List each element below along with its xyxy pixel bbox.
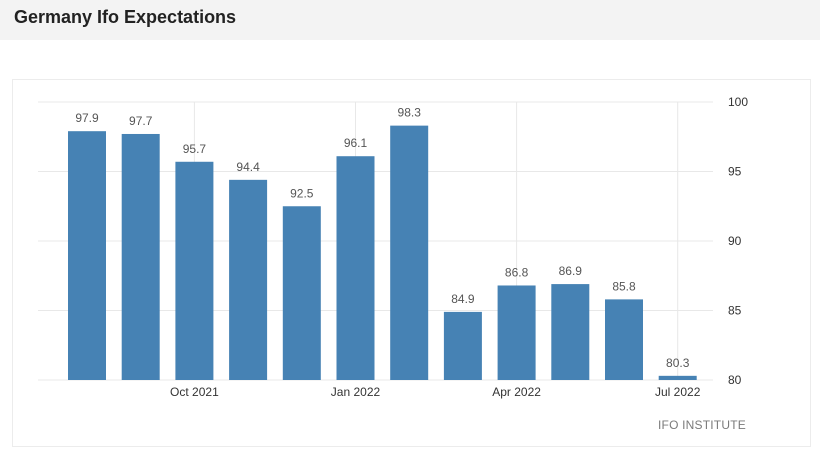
bar[interactable] (443, 311, 482, 380)
bar[interactable] (282, 206, 321, 380)
page-title: Germany Ifo Expectations (14, 7, 237, 27)
bar-value-label: 86.8 (505, 265, 529, 279)
bar-value-label: 97.7 (129, 114, 153, 128)
bar[interactable] (336, 156, 375, 380)
y-tick-label: 85 (728, 304, 742, 318)
bar[interactable] (229, 179, 268, 380)
bar-value-label: 97.9 (75, 111, 99, 125)
x-tick-label: Oct 2021 (170, 385, 219, 399)
bar[interactable] (605, 299, 643, 380)
bar-value-label: 84.9 (451, 292, 475, 306)
x-tick-label: Jan 2022 (331, 385, 381, 399)
bar-value-label: 85.8 (612, 279, 636, 293)
bar[interactable] (658, 375, 697, 380)
y-tick-label: 95 (728, 165, 742, 179)
source-label: IFO INSTITUTE (658, 418, 746, 432)
x-tick-label: Jul 2022 (655, 385, 701, 399)
y-tick-label: 100 (728, 95, 748, 109)
bar-value-label: 80.3 (666, 356, 690, 370)
bar[interactable] (68, 131, 106, 380)
bar-value-label: 86.9 (559, 264, 583, 278)
bar[interactable] (551, 284, 590, 380)
bar-value-label: 94.4 (236, 160, 260, 174)
bar-value-label: 95.7 (183, 142, 207, 156)
y-axis: 80 85 90 95 100 (728, 95, 748, 387)
bar-value-label: 96.1 (344, 136, 368, 150)
bar[interactable] (390, 125, 429, 380)
y-tick-label: 90 (728, 234, 742, 248)
bar-value-label: 92.5 (290, 186, 314, 200)
x-tick-label: Apr 2022 (492, 385, 541, 399)
bar-value-label: 98.3 (398, 106, 422, 120)
data-labels-layer: 97.9 97.7 95.7 94.4 92.5 96.1 98.3 84.9 86.8 86.9… (75, 106, 689, 370)
bars-layer (68, 125, 697, 380)
bar[interactable] (121, 133, 160, 380)
x-axis: Oct 2021 Jan 2022 Apr 2022 Jul 2022 (170, 385, 701, 399)
bar[interactable] (175, 161, 214, 380)
y-tick-label: 80 (728, 373, 742, 387)
bar[interactable] (497, 285, 536, 380)
header-bar: Germany Ifo Expectations (0, 0, 820, 40)
